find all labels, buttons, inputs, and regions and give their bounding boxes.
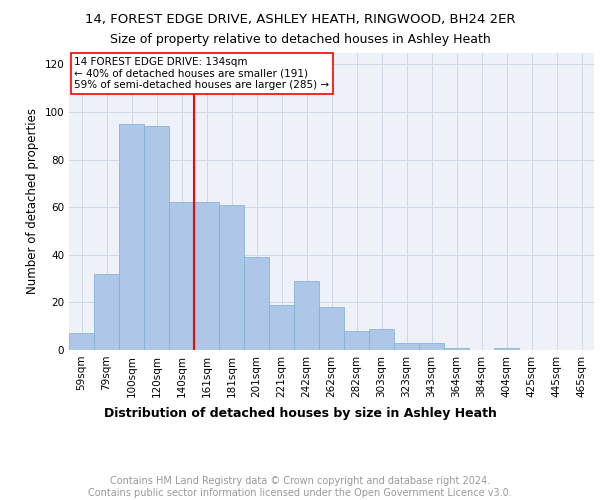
Text: Distribution of detached houses by size in Ashley Heath: Distribution of detached houses by size … bbox=[104, 408, 496, 420]
Bar bbox=[494, 348, 519, 350]
Text: 14 FOREST EDGE DRIVE: 134sqm
← 40% of detached houses are smaller (191)
59% of s: 14 FOREST EDGE DRIVE: 134sqm ← 40% of de… bbox=[74, 57, 329, 90]
Bar bbox=[394, 343, 419, 350]
Bar bbox=[369, 328, 394, 350]
Bar bbox=[94, 274, 119, 350]
Bar bbox=[294, 281, 319, 350]
Bar bbox=[244, 257, 269, 350]
Bar bbox=[119, 124, 144, 350]
Bar bbox=[219, 205, 244, 350]
Bar bbox=[69, 334, 94, 350]
Bar bbox=[344, 331, 369, 350]
Y-axis label: Number of detached properties: Number of detached properties bbox=[26, 108, 39, 294]
Bar bbox=[444, 348, 469, 350]
Bar bbox=[194, 202, 219, 350]
Bar bbox=[419, 343, 444, 350]
Bar bbox=[319, 307, 344, 350]
Text: Contains HM Land Registry data © Crown copyright and database right 2024.
Contai: Contains HM Land Registry data © Crown c… bbox=[88, 476, 512, 498]
Text: Size of property relative to detached houses in Ashley Heath: Size of property relative to detached ho… bbox=[110, 32, 490, 46]
Bar bbox=[169, 202, 194, 350]
Bar bbox=[269, 305, 294, 350]
Bar bbox=[144, 126, 169, 350]
Text: 14, FOREST EDGE DRIVE, ASHLEY HEATH, RINGWOOD, BH24 2ER: 14, FOREST EDGE DRIVE, ASHLEY HEATH, RIN… bbox=[85, 12, 515, 26]
